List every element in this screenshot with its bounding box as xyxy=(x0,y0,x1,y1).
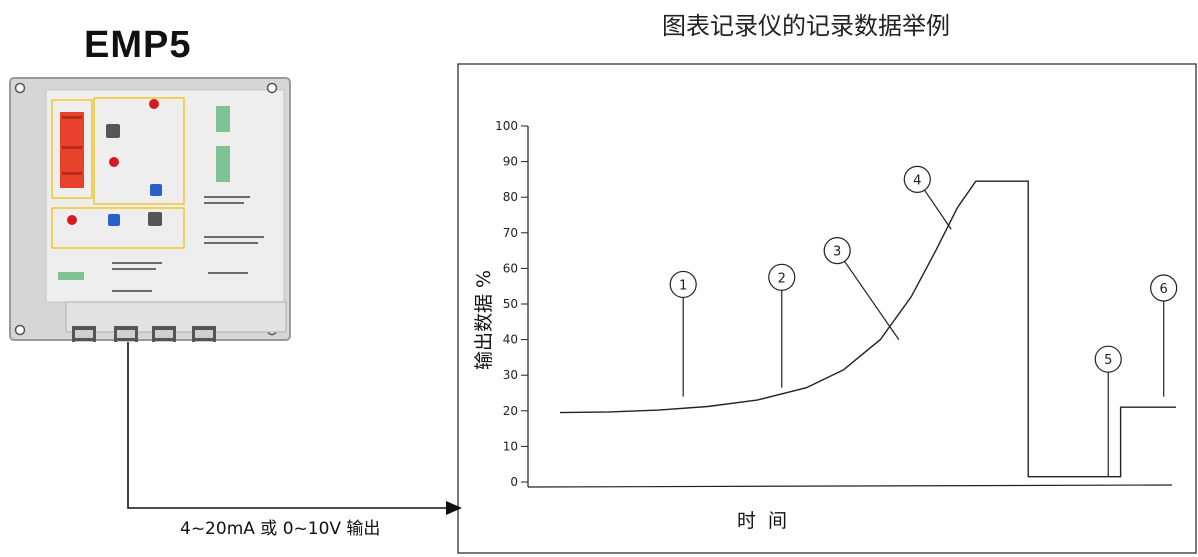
annotation-label: 1 xyxy=(679,278,687,293)
screw-icon xyxy=(14,324,26,336)
relay-section-box xyxy=(51,99,93,199)
annotation-marker: 3 xyxy=(823,237,851,265)
input-section-box xyxy=(51,207,185,249)
annotation-circle xyxy=(903,165,931,193)
potentiometer-icon xyxy=(148,212,162,226)
annotation-marker: 5 xyxy=(1094,345,1122,477)
y-tick-label: 0 xyxy=(510,475,518,489)
blue-button xyxy=(108,214,120,226)
annotation-group: 1 2 3 4 5 6 xyxy=(669,165,1178,477)
y-tick-label: 50 xyxy=(503,297,518,311)
annotation-marker: 1 xyxy=(669,270,697,397)
cable-gland-icon xyxy=(192,326,216,342)
y-tick-label-group: 0 10 20 30 40 50 60 70 80 90 100 xyxy=(495,119,518,489)
annotation-marker: 4 xyxy=(903,165,931,193)
annotation-circle xyxy=(823,237,851,265)
terminal-block xyxy=(216,106,230,132)
signal-wire xyxy=(127,340,446,509)
status-led-icon xyxy=(149,99,159,109)
annotation-label: 5 xyxy=(1104,353,1112,368)
chart-frame xyxy=(457,63,1197,554)
status-led-icon xyxy=(67,215,77,225)
x-axis-label: 时 间 xyxy=(737,510,787,532)
annotation-marker: 6 xyxy=(1150,274,1178,397)
annotation-leader xyxy=(844,260,900,340)
terminal-block xyxy=(216,146,230,182)
y-tick-label: 80 xyxy=(503,190,518,204)
screw-icon xyxy=(14,82,26,94)
y-tick-label: 40 xyxy=(503,333,518,347)
output-signal-label: 4~20mA 或 0~10V 输出 xyxy=(180,519,381,539)
chart-title: 图表记录仪的记录数据举例 xyxy=(662,12,950,40)
cable-gland-icon xyxy=(114,326,138,342)
potentiometer-icon xyxy=(106,124,120,138)
annotation-label: 4 xyxy=(913,173,921,188)
status-led-icon xyxy=(109,157,119,167)
terminal-block xyxy=(58,272,84,280)
blue-button xyxy=(150,184,162,196)
annotation-label: 3 xyxy=(833,245,841,260)
cable-gland-icon xyxy=(152,326,176,342)
relay-block xyxy=(60,112,84,188)
annotation-label: 2 xyxy=(778,271,786,286)
signal-arrowhead xyxy=(446,501,462,515)
y-tick-group xyxy=(521,125,528,483)
y-tick-label: 60 xyxy=(503,261,518,275)
annotation-label: 6 xyxy=(1160,282,1168,297)
screw-icon xyxy=(266,82,278,94)
y-tick-label: 100 xyxy=(495,119,518,133)
y-tick-label: 90 xyxy=(503,155,518,169)
y-tick-label: 30 xyxy=(503,368,518,382)
control-section-box xyxy=(93,97,185,205)
emp5-device xyxy=(9,77,291,342)
annotation-marker: 2 xyxy=(768,263,796,388)
y-tick-label: 70 xyxy=(503,226,518,240)
annotation-leader xyxy=(924,189,952,230)
data-series-line xyxy=(559,180,1176,478)
x-axis xyxy=(527,484,1173,488)
cable-gland-icon xyxy=(72,326,96,342)
device-title: EMP5 xyxy=(84,24,192,66)
y-axis-label: 输出数据 % xyxy=(473,270,495,370)
y-tick-label: 10 xyxy=(503,439,518,453)
y-tick-label: 20 xyxy=(503,404,518,418)
